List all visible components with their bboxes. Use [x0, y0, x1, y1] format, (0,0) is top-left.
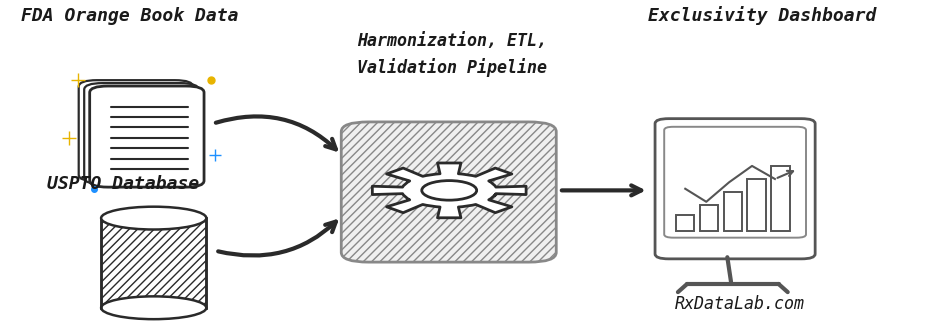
FancyBboxPatch shape: [655, 119, 815, 259]
Ellipse shape: [101, 296, 207, 319]
Bar: [676, 215, 695, 231]
Text: RxDataLab.com: RxDataLab.com: [675, 295, 805, 314]
Polygon shape: [101, 218, 207, 308]
FancyBboxPatch shape: [79, 80, 193, 181]
Circle shape: [422, 181, 477, 200]
FancyBboxPatch shape: [90, 86, 204, 187]
Text: Exclusivity Dashboard: Exclusivity Dashboard: [648, 6, 876, 25]
FancyBboxPatch shape: [341, 122, 556, 262]
Text: USPTO Database: USPTO Database: [47, 175, 199, 193]
Bar: [747, 179, 766, 231]
Text: FDA Orange Book Data: FDA Orange Book Data: [22, 7, 238, 25]
Ellipse shape: [101, 207, 207, 229]
Bar: [700, 205, 718, 231]
Polygon shape: [372, 163, 526, 218]
Text: Harmonization, ETL,
Validation Pipeline: Harmonization, ETL, Validation Pipeline: [357, 32, 547, 77]
Bar: [771, 166, 789, 231]
Bar: [724, 192, 742, 231]
FancyBboxPatch shape: [84, 83, 198, 184]
FancyBboxPatch shape: [664, 127, 806, 238]
